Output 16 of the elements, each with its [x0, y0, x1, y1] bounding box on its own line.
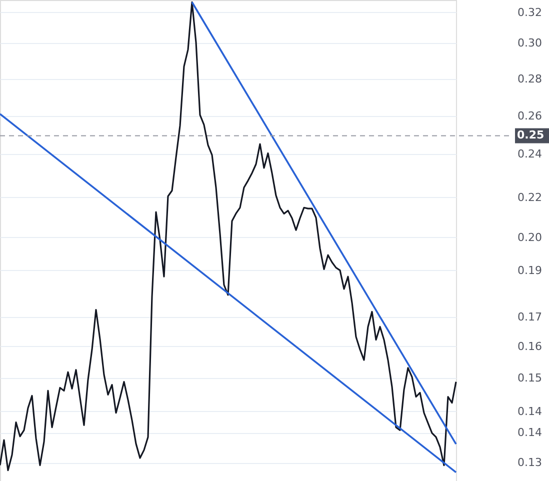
y-tick-label: 0.14	[518, 404, 542, 418]
y-tick-label: 0.26	[518, 110, 542, 123]
line-series	[0, 1, 457, 472]
y-tick-label: 0.19	[518, 264, 542, 277]
y-tick-label: 0.22	[518, 190, 542, 204]
y-tick-label: 0.14	[518, 426, 542, 440]
ref-line-label: 0.25	[517, 128, 544, 142]
y-tick-label: 0.24	[518, 148, 542, 161]
y-tick-label: 0.28	[518, 72, 542, 86]
y-tick-label: 0.30	[518, 36, 542, 50]
y-tick-label: 0.13	[518, 456, 542, 470]
y-tick-label: 0.17	[518, 310, 542, 324]
y-tick-label: 0.20	[518, 230, 542, 244]
y-tick-label: 0.15	[518, 371, 542, 384]
y-tick-label: 0.32	[518, 6, 542, 19]
y-tick-label: 0.16	[518, 340, 542, 353]
